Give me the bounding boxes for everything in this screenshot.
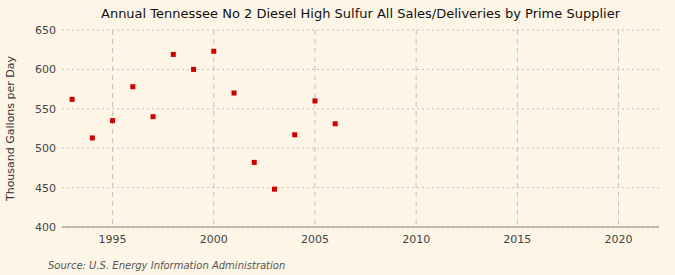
- x-tick-label: 2000: [200, 233, 228, 246]
- point: [292, 132, 297, 137]
- y-tick-label: 600: [35, 63, 56, 76]
- x-grid-line: [213, 30, 214, 227]
- y-grid-line: [62, 227, 659, 228]
- source: Source: U.S. Energy Information Administ…: [48, 260, 285, 271]
- point: [110, 118, 115, 123]
- point: [312, 98, 317, 103]
- x-grid-line: [416, 30, 417, 227]
- y-grid-line: [62, 187, 659, 188]
- point: [130, 84, 135, 89]
- point: [171, 52, 176, 57]
- points: [70, 49, 338, 192]
- y-tick-label: 400: [35, 221, 56, 234]
- y-tick-label: 500: [35, 142, 56, 155]
- y-tick-label: 550: [35, 103, 56, 116]
- point: [151, 114, 156, 119]
- y-grid-line: [62, 69, 659, 70]
- point: [252, 160, 257, 165]
- y-grid-line: [62, 108, 659, 109]
- title: Annual Tennessee No 2 Diesel High Sulfur…: [101, 6, 621, 21]
- x-tick-label: 1995: [99, 233, 127, 246]
- y-tick-label: 450: [35, 182, 56, 195]
- background: [0, 0, 675, 275]
- y-grid-line: [62, 148, 659, 149]
- x-grid-line: [314, 30, 315, 227]
- y-tick-label: 650: [35, 24, 56, 37]
- x-tick-label: 2005: [301, 233, 329, 246]
- chart-container: Annual Tennessee No 2 Diesel High Sulfur…: [0, 0, 675, 275]
- point: [90, 135, 95, 140]
- point: [333, 121, 338, 126]
- x-grid-line: [517, 30, 518, 227]
- point: [272, 187, 277, 192]
- point: [191, 67, 196, 72]
- y-axis-label: Thousand Gallons per Day: [4, 55, 17, 202]
- point: [70, 97, 75, 102]
- x-tick-label: 2015: [503, 233, 531, 246]
- point: [232, 91, 237, 96]
- grid: [62, 30, 659, 227]
- x-tick-label: 2020: [605, 233, 633, 246]
- x-grid-line: [618, 30, 619, 227]
- x-axis-line: [62, 227, 659, 228]
- x-grid-line: [112, 30, 113, 227]
- y-grid-line: [62, 30, 659, 31]
- chart: Annual Tennessee No 2 Diesel High Sulfur…: [0, 0, 675, 275]
- point: [211, 49, 216, 54]
- x-tick-label: 2010: [402, 233, 430, 246]
